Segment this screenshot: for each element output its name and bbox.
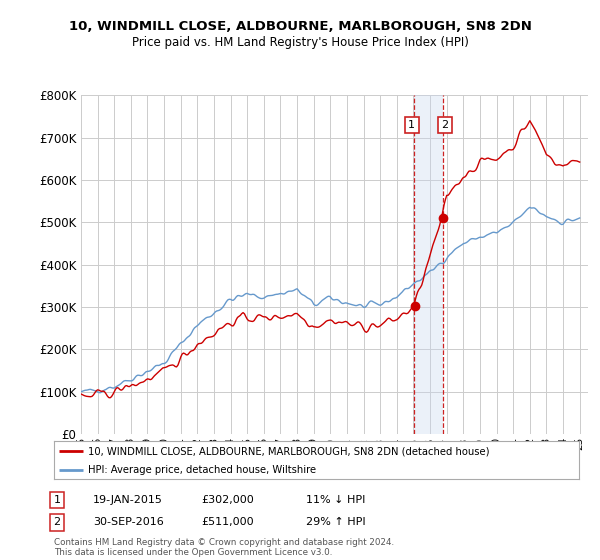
Text: 2: 2 [53,517,61,528]
Text: 29% ↑ HPI: 29% ↑ HPI [306,517,365,528]
Text: £511,000: £511,000 [201,517,254,528]
Text: 10, WINDMILL CLOSE, ALDBOURNE, MARLBOROUGH, SN8 2DN (detached house): 10, WINDMILL CLOSE, ALDBOURNE, MARLBOROU… [88,446,490,456]
Text: 1: 1 [408,120,415,130]
Text: 10, WINDMILL CLOSE, ALDBOURNE, MARLBOROUGH, SN8 2DN: 10, WINDMILL CLOSE, ALDBOURNE, MARLBOROU… [68,20,532,32]
Text: Contains HM Land Registry data © Crown copyright and database right 2024.
This d: Contains HM Land Registry data © Crown c… [54,538,394,557]
Text: 1: 1 [53,495,61,505]
Bar [414,95,443,434]
Text: 19-JAN-2015: 19-JAN-2015 [93,495,163,505]
Text: 11% ↓ HPI: 11% ↓ HPI [306,495,365,505]
Text: Price paid vs. HM Land Registry's House Price Index (HPI): Price paid vs. HM Land Registry's House … [131,36,469,49]
Text: 2: 2 [442,120,449,130]
Text: £302,000: £302,000 [201,495,254,505]
Text: 30-SEP-2016: 30-SEP-2016 [93,517,164,528]
Text: HPI: Average price, detached house, Wiltshire: HPI: Average price, detached house, Wilt… [88,465,316,475]
